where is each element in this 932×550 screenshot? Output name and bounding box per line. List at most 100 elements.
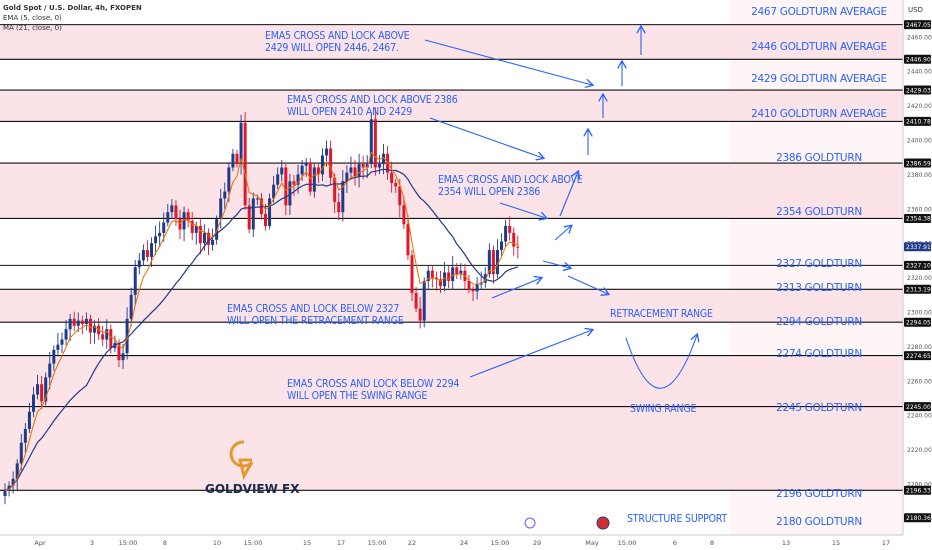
candle-body: [60, 339, 64, 345]
time-tick: 15:00: [244, 539, 263, 547]
level-tag-bg: [904, 284, 931, 294]
level-tag: 2446.90: [906, 57, 931, 64]
candle-body: [377, 164, 381, 168]
candle-body: [333, 177, 337, 202]
annotation-line: 2429 WILL OPEN 2446, 2467.: [265, 42, 399, 54]
price-tick: 2280.00: [907, 344, 932, 351]
level-tag: 2327.10: [906, 263, 931, 270]
pink-zone: [0, 24, 903, 60]
price-tick: 2460.00: [907, 34, 932, 41]
candle-body: [447, 272, 451, 282]
candle-body: [194, 225, 198, 233]
candle-body: [121, 353, 125, 361]
level-tag: 2429.03: [906, 87, 931, 94]
annotation-line: WILL OPEN THE SWING RANGE: [287, 390, 428, 402]
price-tick: 2200.00: [907, 481, 932, 488]
candle-body: [117, 342, 121, 361]
time-tick: 8: [163, 539, 167, 547]
retracement-range-label: RETRACEMENT RANGE: [610, 308, 713, 320]
candle-body: [422, 281, 426, 321]
candle-body: [88, 318, 92, 333]
candle-body: [316, 167, 320, 175]
candle-body: [438, 279, 442, 287]
candle-body: [280, 167, 284, 175]
candle-body: [202, 232, 206, 244]
level-tag-bg: [904, 213, 931, 223]
candle-body: [504, 225, 508, 242]
level-tag-bg: [904, 402, 931, 412]
ma-legend[interactable]: MA (21, close, 0): [3, 24, 62, 32]
candle-body: [31, 394, 35, 412]
time-axis[interactable]: Apr 3 15:00 8 10 15:00 15 17 15:00 22 24 15:00 29 May…: [0, 516, 932, 550]
candle-body: [44, 377, 48, 402]
candle-body: [166, 212, 170, 223]
level-tag: 2354.38: [906, 216, 931, 223]
time-tick: 17: [337, 539, 345, 547]
candle-body: [430, 270, 434, 278]
time-tick: 15: [832, 539, 840, 547]
event-flash-icon: [524, 517, 536, 529]
candle-body: [369, 119, 373, 165]
pink-zone: [0, 289, 903, 323]
price-axis[interactable]: 2180.002200.002220.002240.002260.002280.…: [902, 0, 932, 550]
candle-body: [394, 182, 398, 187]
candle-body: [467, 281, 471, 290]
candle-body: [84, 318, 88, 325]
level-tag: 2313.19: [906, 287, 931, 294]
level-tag: 2410.78: [906, 119, 931, 126]
annotation-line: EMA5 CROSS AND LOCK ABOVE 2386: [287, 94, 458, 106]
level-label: 2467 GOLDTURN AVERAGE: [751, 6, 887, 18]
candle-body: [500, 241, 504, 251]
projection-arrow: [429, 117, 543, 158]
candle-body: [150, 243, 154, 257]
candle-body: [68, 318, 72, 330]
level-tag: 2337.91: [906, 244, 931, 251]
future-zone-tint: [730, 0, 903, 535]
candle-body: [255, 198, 259, 200]
candle-body: [243, 122, 247, 206]
logo-g-icon: [229, 440, 254, 480]
time-tick: 29: [533, 539, 541, 547]
level-label: 2386 GOLDTURN: [776, 152, 862, 164]
candle-body: [72, 318, 76, 326]
candle-body: [312, 167, 316, 192]
future-area: [730, 0, 903, 535]
projection-arrow: [542, 260, 570, 268]
level-label: 2274 GOLDTURN: [776, 348, 862, 360]
ema5-line: [4, 151, 518, 492]
level-tag-bg: [904, 54, 931, 64]
annotation-line: EMA5 CROSS AND LOCK ABOVE: [265, 30, 410, 42]
candle-body: [129, 294, 133, 319]
candle-body: [97, 325, 101, 335]
candle-body: [272, 184, 276, 199]
candle-body: [382, 153, 386, 165]
currency-label: USD: [908, 6, 923, 14]
candle-body: [186, 212, 190, 221]
candle-body: [125, 318, 129, 354]
candle-body: [141, 250, 145, 261]
candle-body: [219, 198, 223, 220]
candle-body: [390, 172, 394, 183]
annotation-line: WILL OPEN 2410 AND 2429: [287, 106, 413, 118]
price-tick: 2360.00: [907, 206, 932, 213]
candle-body: [325, 148, 329, 156]
candle-body: [353, 167, 357, 177]
time-tick: 10: [213, 539, 221, 547]
candle-body: [402, 205, 406, 225]
candle-body: [296, 174, 300, 185]
candle-body: [341, 181, 345, 213]
ema-legend[interactable]: EMA (5, close, 0): [3, 14, 62, 22]
price-tick: 2260.00: [907, 378, 932, 385]
swing-range-label: SWING RANGE: [630, 403, 697, 415]
candle-body: [215, 219, 219, 240]
candle-body: [418, 308, 422, 321]
us-flag-icon: [596, 516, 610, 530]
candle-body: [251, 198, 255, 230]
level-label: 2327 GOLDTURN: [776, 258, 862, 270]
candle-body: [23, 428, 27, 443]
level-tag: 2196.33: [906, 488, 931, 495]
candle-body: [357, 164, 361, 177]
candle-body: [182, 212, 186, 230]
candle-body: [414, 293, 418, 309]
